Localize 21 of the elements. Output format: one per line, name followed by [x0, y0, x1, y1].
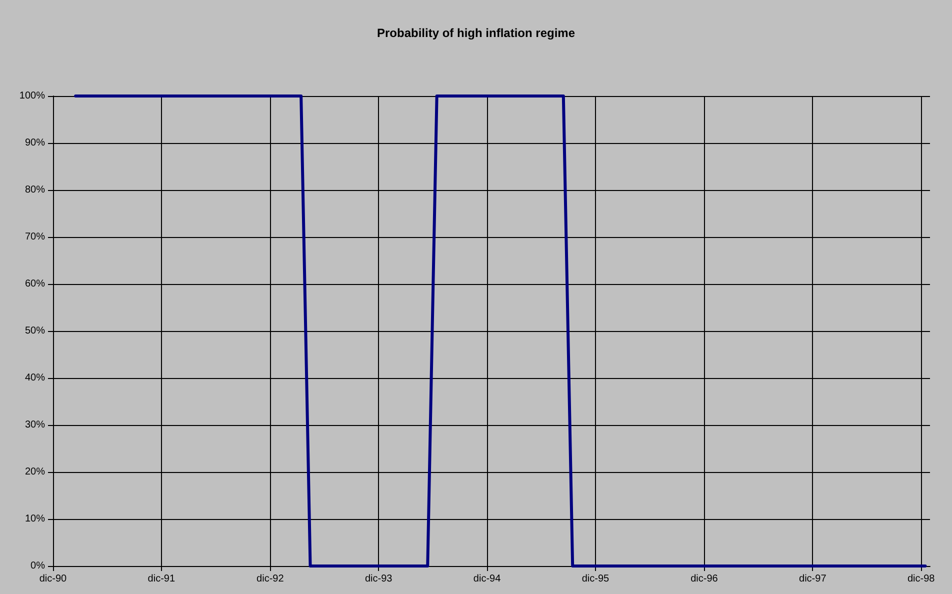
x-tick-label: dic-95 [582, 574, 610, 584]
x-tick-label: dic-91 [148, 574, 176, 584]
y-tick-label: 100% [19, 90, 46, 102]
x-tick-label: dic-98 [907, 574, 936, 584]
y-tick-label: 30% [24, 420, 46, 430]
y-tick-label: 90% [24, 138, 46, 148]
x-tick-label: dic-96 [690, 574, 718, 584]
y-tick-label: 70% [24, 232, 46, 242]
x-tick-label: dic-94 [473, 574, 502, 584]
chart-title: Probability of high inflation regime [376, 26, 576, 40]
y-tick-label: 60% [24, 278, 46, 290]
y-tick-label: 40% [24, 372, 46, 384]
x-tick-label: dic-97 [799, 574, 827, 584]
y-tick-label: 20% [24, 466, 46, 478]
y-tick-label: 10% [24, 514, 46, 524]
y-tick-label: 50% [24, 326, 46, 336]
x-tick-label: dic-93 [364, 574, 393, 584]
x-tick-label: dic-92 [256, 574, 284, 584]
x-tick-label: dic-90 [39, 574, 68, 584]
y-tick-label: 0% [30, 560, 46, 572]
y-tick-label: 80% [24, 184, 46, 196]
